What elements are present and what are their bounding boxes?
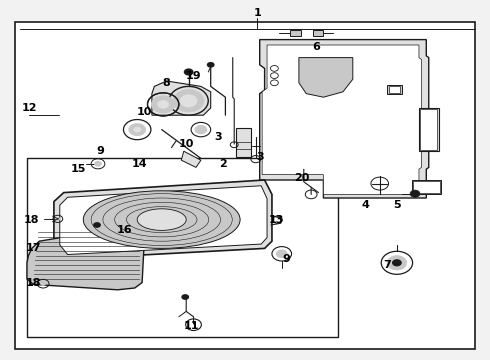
Text: 13: 13 bbox=[269, 215, 285, 225]
Circle shape bbox=[184, 68, 194, 76]
Bar bbox=[413, 181, 440, 193]
Text: 11: 11 bbox=[183, 321, 199, 331]
Text: 14: 14 bbox=[132, 159, 147, 169]
Text: 12: 12 bbox=[22, 103, 37, 113]
Text: 3: 3 bbox=[214, 132, 222, 142]
Circle shape bbox=[40, 282, 46, 286]
Text: 9: 9 bbox=[283, 254, 291, 264]
Circle shape bbox=[133, 127, 141, 132]
Text: 1: 1 bbox=[253, 8, 261, 18]
Text: 2: 2 bbox=[219, 159, 227, 169]
Circle shape bbox=[157, 100, 169, 109]
Ellipse shape bbox=[83, 191, 240, 248]
Circle shape bbox=[173, 89, 204, 112]
Polygon shape bbox=[262, 45, 421, 194]
Bar bbox=[387, 85, 402, 94]
Text: 3: 3 bbox=[256, 152, 264, 162]
Text: 9: 9 bbox=[97, 146, 104, 156]
Text: 18: 18 bbox=[24, 215, 40, 225]
Text: 6: 6 bbox=[312, 42, 320, 52]
Text: 19: 19 bbox=[186, 71, 201, 81]
Bar bbox=[290, 30, 301, 36]
Circle shape bbox=[207, 62, 215, 68]
Text: 17: 17 bbox=[25, 243, 41, 253]
Circle shape bbox=[276, 249, 288, 258]
Circle shape bbox=[151, 95, 175, 113]
Polygon shape bbox=[152, 81, 211, 115]
Circle shape bbox=[387, 256, 407, 270]
Text: 10: 10 bbox=[178, 139, 194, 149]
Bar bbox=[236, 128, 251, 157]
Polygon shape bbox=[299, 58, 353, 97]
Ellipse shape bbox=[137, 209, 186, 230]
Polygon shape bbox=[60, 186, 267, 255]
Bar bbox=[313, 30, 323, 36]
Polygon shape bbox=[27, 227, 145, 290]
Circle shape bbox=[181, 294, 189, 300]
Text: 10: 10 bbox=[137, 107, 152, 117]
Text: 20: 20 bbox=[294, 173, 309, 183]
Text: 4: 4 bbox=[361, 200, 369, 210]
Text: 16: 16 bbox=[117, 225, 133, 235]
Circle shape bbox=[94, 161, 102, 167]
Circle shape bbox=[392, 259, 402, 266]
Text: 5: 5 bbox=[393, 200, 401, 210]
Bar bbox=[27, 158, 338, 337]
Circle shape bbox=[195, 125, 207, 134]
Circle shape bbox=[93, 222, 101, 228]
Bar bbox=[419, 108, 439, 151]
Bar bbox=[412, 180, 441, 194]
Polygon shape bbox=[260, 40, 429, 198]
Text: 18: 18 bbox=[25, 278, 41, 288]
Polygon shape bbox=[181, 151, 201, 167]
Circle shape bbox=[410, 190, 420, 197]
Text: 7: 7 bbox=[383, 260, 391, 270]
Circle shape bbox=[180, 94, 197, 107]
Text: 15: 15 bbox=[71, 164, 86, 174]
Circle shape bbox=[55, 217, 60, 221]
Bar bbox=[420, 109, 437, 150]
Polygon shape bbox=[54, 180, 272, 259]
Text: 8: 8 bbox=[163, 78, 171, 88]
Circle shape bbox=[128, 123, 146, 136]
Bar bbox=[389, 86, 400, 93]
